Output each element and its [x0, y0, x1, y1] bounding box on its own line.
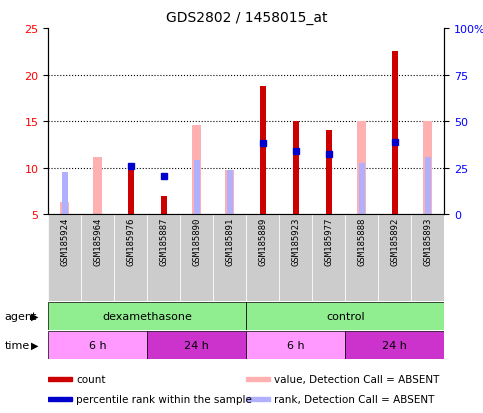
Text: GSM185977: GSM185977 — [325, 217, 333, 266]
Text: ▶: ▶ — [31, 311, 39, 321]
Bar — [225, 170, 234, 215]
Title: GDS2802 / 1458015_at: GDS2802 / 1458015_at — [166, 11, 327, 25]
Bar — [194, 161, 200, 215]
Bar — [425, 157, 431, 215]
Text: GSM185893: GSM185893 — [424, 217, 432, 266]
Text: rank, Detection Call = ABSENT: rank, Detection Call = ABSENT — [274, 394, 434, 404]
Text: 24 h: 24 h — [185, 340, 209, 350]
Bar — [213, 215, 246, 301]
Bar — [279, 215, 313, 301]
Bar — [93, 157, 102, 215]
Text: 6 h: 6 h — [89, 340, 107, 350]
Bar — [313, 215, 345, 301]
Text: count: count — [76, 374, 105, 384]
Text: GSM185964: GSM185964 — [93, 217, 102, 266]
Bar — [246, 215, 279, 301]
Text: GSM185891: GSM185891 — [226, 217, 234, 266]
Bar — [378, 215, 412, 301]
Text: value, Detection Call = ABSENT: value, Detection Call = ABSENT — [274, 374, 440, 384]
Bar — [246, 302, 444, 330]
Bar — [48, 215, 81, 301]
Text: GSM185887: GSM185887 — [159, 217, 168, 266]
Bar — [326, 131, 332, 215]
Bar — [392, 52, 398, 215]
Bar — [48, 377, 72, 381]
Bar — [345, 215, 378, 301]
Bar — [246, 331, 345, 359]
Bar — [147, 331, 246, 359]
Text: percentile rank within the sample: percentile rank within the sample — [76, 394, 252, 404]
Text: GSM185888: GSM185888 — [357, 217, 366, 266]
Bar — [161, 196, 167, 215]
Text: time: time — [5, 340, 30, 350]
Text: GSM185923: GSM185923 — [291, 217, 300, 266]
Bar — [246, 377, 270, 381]
Bar — [412, 215, 444, 301]
Bar — [358, 164, 365, 215]
Text: GSM185889: GSM185889 — [258, 217, 267, 266]
Bar — [293, 122, 299, 215]
Text: GSM185892: GSM185892 — [390, 217, 399, 266]
Text: agent: agent — [5, 311, 37, 321]
Bar — [81, 215, 114, 301]
Bar — [423, 122, 432, 215]
Text: GSM185976: GSM185976 — [127, 217, 135, 266]
Bar — [128, 164, 134, 215]
Bar — [48, 331, 147, 359]
Bar — [61, 173, 68, 215]
Text: GSM185924: GSM185924 — [60, 217, 69, 266]
Bar — [180, 215, 213, 301]
Bar — [48, 397, 72, 401]
Bar — [357, 122, 367, 215]
Bar — [48, 302, 246, 330]
Bar — [192, 126, 201, 215]
Bar — [227, 171, 233, 215]
Text: 6 h: 6 h — [287, 340, 305, 350]
Bar — [114, 215, 147, 301]
Text: ▶: ▶ — [31, 340, 39, 350]
Bar — [147, 215, 180, 301]
Text: 24 h: 24 h — [383, 340, 407, 350]
Text: GSM185890: GSM185890 — [192, 217, 201, 266]
Text: dexamethasone: dexamethasone — [102, 311, 192, 321]
Bar — [260, 86, 266, 215]
Bar — [345, 331, 444, 359]
Bar — [246, 397, 270, 401]
Bar — [60, 203, 70, 215]
Text: control: control — [326, 311, 365, 321]
